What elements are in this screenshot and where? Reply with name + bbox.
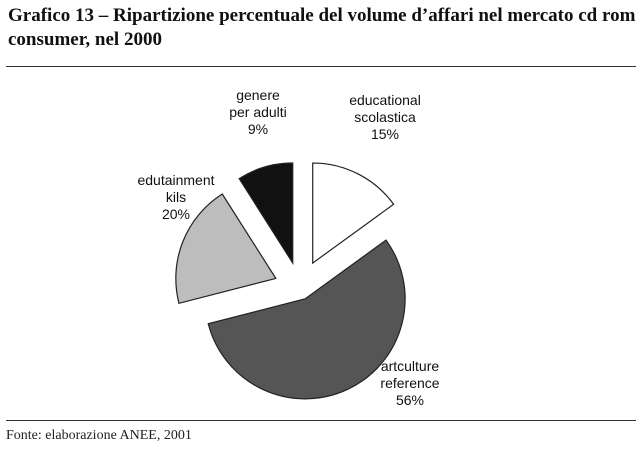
- pie-slice: [312, 162, 395, 265]
- value-label: 56%: [395, 392, 425, 408]
- pie-slice: [238, 162, 294, 266]
- rule: [6, 420, 636, 421]
- rule: [6, 66, 636, 67]
- pie-slice: [207, 239, 406, 400]
- slice-label: educational scolastica: [349, 92, 421, 125]
- value-label: 9%: [247, 121, 269, 137]
- value-label: 20%: [161, 206, 191, 222]
- source: Fonte: elaborazione ANEE, 2001: [6, 428, 192, 443]
- pie-slice: [175, 193, 277, 305]
- slice-label: edutainment kils: [137, 172, 215, 205]
- slice-label: artculture reference: [380, 358, 440, 391]
- chart-title: Grafico 13 – Ripartizione percentuale de…: [8, 5, 636, 50]
- value-label: 15%: [370, 126, 400, 142]
- slice-label: genere per adulti: [229, 87, 287, 120]
